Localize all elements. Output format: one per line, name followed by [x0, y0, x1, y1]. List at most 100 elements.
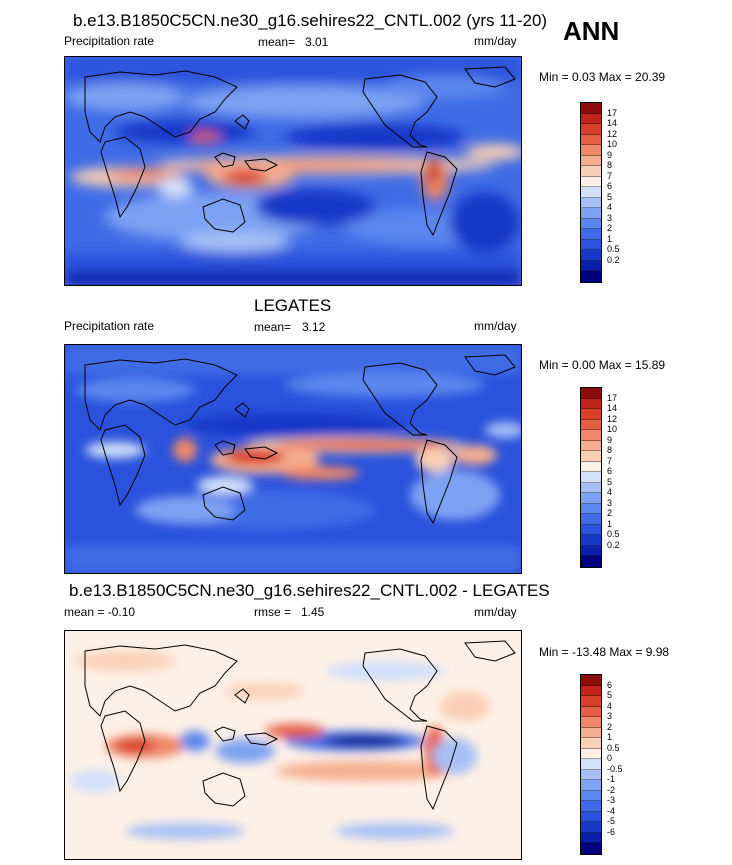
- colorbar-cell: [581, 239, 601, 250]
- variable-label: Precipitation rate: [64, 34, 155, 48]
- colorbar-tick-label: 1: [607, 518, 613, 529]
- colorbar-cell: [581, 727, 601, 738]
- min-max-label: Min = 0.00 Max = 15.89: [539, 358, 666, 372]
- colorbar-tick-label: 12: [607, 413, 618, 424]
- colorbar-cell: [581, 675, 601, 686]
- colorbar-cell: [581, 134, 601, 145]
- colorbar-tick-label: 0.2: [607, 539, 620, 550]
- colorbar-tick-label: 4: [607, 202, 613, 212]
- colorbar-tick-label: 6: [607, 181, 613, 191]
- colorbar-cell: [581, 748, 601, 759]
- colorbar-tick-label: 12: [607, 128, 618, 139]
- colorbar-tick-label: 2: [607, 223, 613, 233]
- colorbar-tick-label: 0: [607, 753, 613, 763]
- colorbar-tick-label: -1: [607, 774, 616, 784]
- colorbar-cell: [581, 801, 601, 812]
- panel-title: b.e13.B1850C5CN.ne30_g16.sehires22_CNTL.…: [69, 581, 550, 600]
- colorbar-tick-label: 6: [607, 466, 613, 476]
- units-label: mm/day: [474, 319, 517, 333]
- colorbar-cell: [581, 419, 601, 430]
- precip-map-difference: [64, 630, 522, 860]
- colorbar-tick-label: 1: [607, 732, 613, 742]
- colorbar-cell: [581, 451, 601, 462]
- colorbar-cell: [581, 218, 601, 229]
- colorbar-tick-label: 4: [607, 700, 613, 711]
- colorbar-cell: [581, 790, 601, 801]
- units-label: mm/day: [474, 34, 517, 48]
- colorbar-cell: [581, 482, 601, 493]
- colorbar-cell: [581, 717, 601, 728]
- colorbar-model: [580, 102, 602, 283]
- panel-title: b.e13.B1850C5CN.ne30_g16.sehires22_CNTL.…: [73, 11, 548, 30]
- colorbar-tick-label: -5: [607, 816, 616, 826]
- panel-title: LEGATES: [254, 296, 332, 315]
- colorbar-tick-label: 9: [607, 434, 613, 445]
- colorbar-tick-label: 3: [607, 212, 613, 223]
- mean-value: 3.01: [305, 35, 329, 49]
- colorbar-tick-label: 10: [607, 139, 618, 149]
- colorbar-cell: [581, 472, 601, 483]
- colorbar-cell: [581, 545, 601, 556]
- colorbar-tick-label: 0.2: [607, 254, 620, 265]
- colorbar-cell: [581, 409, 601, 420]
- colorbar-tick-label: 0.5: [607, 742, 620, 753]
- colorbar-cell: [581, 811, 601, 822]
- colorbar-cell: [581, 843, 601, 854]
- colorbar-cell: [581, 187, 601, 198]
- colorbar-tick-label: 3: [607, 497, 613, 508]
- colorbar-cell: [581, 260, 601, 271]
- colorbar-tick-label: 2: [607, 721, 613, 732]
- colorbar-cell: [581, 250, 601, 261]
- colorbar-tick-label: 8: [607, 160, 613, 170]
- season-label: ANN: [563, 16, 620, 46]
- colorbar-tick-label: 1: [607, 233, 613, 244]
- colorbar-cell: [581, 503, 601, 514]
- colorbar-tick-label: -0.5: [607, 763, 623, 774]
- precip-map-legates: [64, 344, 522, 574]
- colorbar-cell: [581, 769, 601, 780]
- colorbar-cell: [581, 832, 601, 843]
- colorbar-cell: [581, 822, 601, 833]
- colorbar-cell: [581, 493, 601, 504]
- colorbar-tick-label: 0.5: [607, 529, 620, 539]
- colorbar-tick-label: 6: [607, 679, 613, 690]
- colorbar-cell: [581, 696, 601, 707]
- mean-label: mean=: [254, 320, 292, 334]
- colorbar-tick-label: -6: [607, 826, 616, 837]
- colorbar-cell: [581, 780, 601, 791]
- colorbar-tick-label: 17: [607, 392, 618, 403]
- colorbar-tick-label: 4: [607, 487, 613, 497]
- units-label: mm/day: [474, 605, 517, 619]
- colorbar-tick-label: 8: [607, 445, 613, 455]
- colorbar-tick-label: -2: [607, 784, 616, 795]
- colorbar-tick-label: 10: [607, 424, 618, 434]
- colorbar-tick-label: 9: [607, 149, 613, 160]
- min-max-label: Min = 0.03 Max = 20.39: [539, 70, 666, 84]
- rmse-label: rmse =: [254, 605, 292, 619]
- colorbar-tick-label: 7: [607, 170, 613, 181]
- colorbar-cell: [581, 166, 601, 177]
- min-max-label: Min = -13.48 Max = 9.98: [539, 645, 670, 659]
- colorbar-cell: [581, 271, 601, 282]
- colorbar-cell: [581, 113, 601, 124]
- colorbar-cell: [581, 229, 601, 240]
- colorbar-cell: [581, 461, 601, 472]
- colorbar-difference: [580, 674, 602, 855]
- colorbar-cell: [581, 103, 601, 114]
- variable-label: Precipitation rate: [64, 319, 155, 333]
- colorbar-tick-label: 14: [607, 118, 618, 128]
- colorbar-cell: [581, 706, 601, 717]
- colorbar-cell: [581, 514, 601, 525]
- colorbar-legates: [580, 387, 602, 568]
- rmse-value: 1.45: [301, 605, 325, 619]
- precip-map-model: [64, 56, 522, 286]
- colorbar-tick-label: 7: [607, 455, 613, 466]
- colorbar-cell: [581, 398, 601, 409]
- colorbar-cell: [581, 524, 601, 535]
- colorbar-cell: [581, 124, 601, 135]
- colorbar-cell: [581, 155, 601, 166]
- colorbar-cell: [581, 440, 601, 451]
- mean-value: 3.12: [302, 320, 326, 334]
- colorbar-cell: [581, 738, 601, 749]
- colorbar-tick-label: 17: [607, 107, 618, 118]
